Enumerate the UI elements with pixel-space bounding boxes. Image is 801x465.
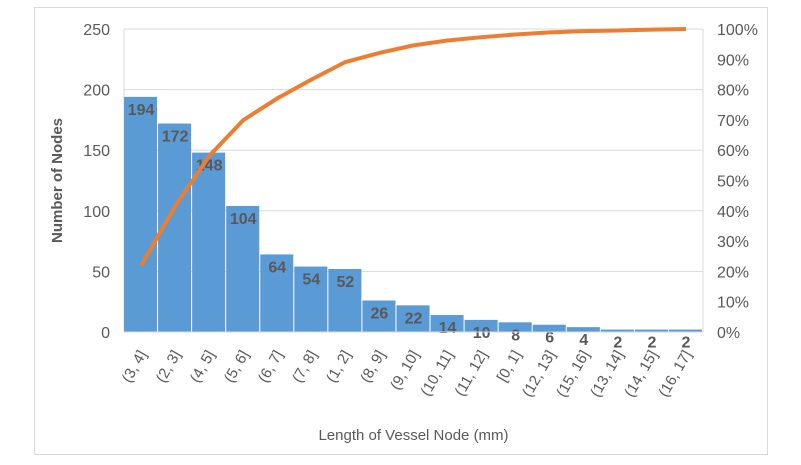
x-tick-label: (8, 9] (357, 348, 389, 386)
bar-data-label: 64 (268, 259, 286, 276)
x-tick-label: (16, 17] (655, 348, 695, 401)
bar-data-label: 26 (371, 305, 389, 322)
bar (668, 329, 702, 332)
bar-data-label: 6 (545, 330, 554, 347)
x-axis-title: Length of Vessel Node (mm) (318, 427, 508, 444)
x-tick-label: (6, 7] (255, 348, 287, 386)
bar (294, 266, 328, 332)
bar-data-label: 4 (579, 332, 588, 349)
bar-data-label: 148 (196, 158, 223, 175)
x-tick-label: (9, 10] (387, 348, 423, 393)
y-tick-label: 250 (83, 22, 110, 39)
bar (634, 329, 668, 332)
y2-tick-label: 90% (717, 52, 749, 69)
y-axis-title: Number of Nodes (49, 118, 66, 243)
bar-data-label: 172 (162, 129, 189, 146)
x-tick-label: (1, 2] (323, 348, 355, 386)
bar-data-label: 8 (511, 327, 520, 344)
y2-tick-label: 20% (717, 264, 749, 281)
bar (226, 205, 260, 332)
bar-data-label: 52 (336, 274, 354, 291)
x-tick-label: (7, 8] (289, 348, 321, 386)
y-tick-label: 0 (101, 325, 110, 342)
x-tick-label: (2, 3] (153, 348, 185, 386)
bar (532, 324, 566, 332)
bar (600, 329, 634, 332)
y-tick-label: 200 (83, 83, 110, 100)
bar (464, 319, 498, 332)
x-tick-label: (5, 6] (221, 348, 253, 386)
bar-data-label: 54 (302, 272, 320, 289)
y2-tick-label: 40% (717, 204, 749, 221)
y-tick-label: 50 (92, 264, 110, 281)
bar-data-label: 2 (647, 335, 656, 352)
cumulative-percent-line (139, 27, 687, 267)
y2-tick-label: 70% (717, 113, 749, 130)
x-tick-label: [0, 1] (494, 348, 525, 385)
bar-data-label: 194 (128, 102, 155, 119)
bar (192, 152, 226, 332)
bar (498, 322, 532, 332)
bar-data-label: 2 (682, 335, 691, 352)
y2-tick-label: 60% (717, 143, 749, 160)
x-tick-label: (4, 5] (187, 348, 219, 386)
bar (124, 96, 158, 332)
x-tick-label: (11, 12] (451, 348, 491, 400)
y2-tick-label: 0% (717, 325, 740, 342)
y2-tick-label: 50% (717, 174, 749, 191)
bar-data-label: 2 (613, 335, 622, 352)
bar-data-label: 14 (439, 320, 457, 337)
bar (328, 268, 362, 332)
y2-tick-label: 30% (717, 234, 749, 251)
bar-data-label: 104 (230, 211, 257, 228)
x-tick-label: (3, 4] (119, 348, 151, 386)
bar (396, 305, 430, 332)
bar-data-label: 22 (405, 310, 423, 327)
chart-border (34, 7, 768, 455)
y-tick-label: 150 (83, 143, 110, 160)
bar-data-label: 10 (473, 325, 491, 342)
bar (566, 327, 600, 332)
y2-tick-label: 100% (717, 22, 758, 39)
bar (430, 315, 464, 332)
bar (260, 254, 294, 332)
y2-tick-label: 80% (717, 83, 749, 100)
bar (362, 300, 396, 332)
y-tick-label: 100 (83, 204, 110, 221)
y2-tick-label: 10% (717, 295, 749, 312)
